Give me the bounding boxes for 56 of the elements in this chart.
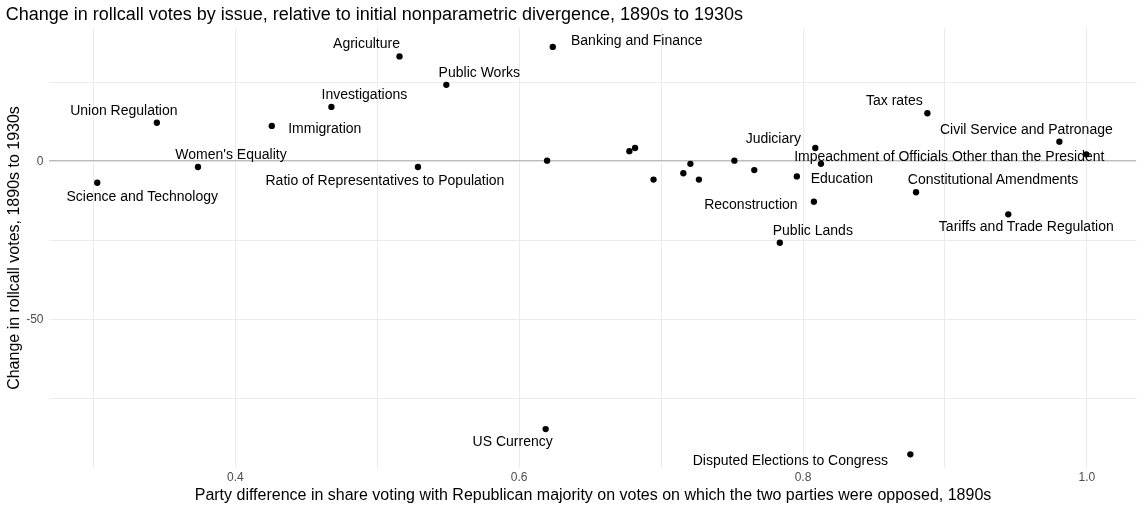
x-axis-title: Party difference in share voting with Republican majority on votes on which the two parties were opposed, 1890s: [194, 485, 992, 503]
point: [912, 189, 920, 196]
chart-title: Change in rollcall votes by issue, relative to initial nonparametric divergence, 1890s to 1930s: [5, 4, 744, 24]
point: [687, 160, 694, 167]
point: [94, 179, 101, 186]
annotation: Union Regulation: [70, 101, 178, 118]
annotation: Impeachment of Officials Other than the President: [794, 148, 1105, 165]
y-tick-label: 0: [36, 154, 44, 169]
annotation: Constitutional Amendments: [907, 171, 1079, 188]
point: [542, 425, 549, 433]
y-axis-title: Change in rollcall votes, 1890s to 1930s: [5, 106, 23, 390]
annotation: Public Works: [438, 63, 521, 80]
point: [543, 157, 551, 164]
annotation: Reconstruction: [704, 195, 798, 212]
annotation: Investigations: [321, 85, 408, 102]
point: [907, 451, 914, 458]
annotation: US Currency: [472, 433, 553, 450]
point: [443, 81, 450, 88]
x-tick-label: 0.8: [794, 469, 812, 484]
annotation: Public Lands: [772, 221, 853, 238]
annotation: Science and Technology: [66, 187, 219, 204]
annotation: Tariffs and Trade Regulation: [938, 218, 1114, 235]
point: [194, 163, 202, 171]
annotation: Education: [810, 170, 873, 187]
annotation: Judiciary: [745, 130, 801, 147]
point: [751, 166, 758, 174]
point: [731, 157, 738, 164]
point: [810, 198, 818, 205]
annotation: Ratio of Representatives to Population: [265, 171, 505, 188]
point: [328, 103, 335, 111]
point: [414, 163, 422, 171]
point: [549, 43, 556, 51]
point: [695, 176, 703, 183]
point: [631, 144, 639, 152]
annotation: Civil Service and Patronage: [939, 120, 1113, 137]
annotation: Banking and Finance: [570, 31, 703, 48]
annotation: Immigration: [288, 119, 362, 136]
point: [1005, 211, 1012, 218]
y-tick-label: -50: [26, 312, 44, 327]
annotation: Tax rates: [865, 92, 923, 109]
point: [1056, 138, 1063, 145]
annotation: Disputed Elections to Congress: [692, 452, 889, 469]
point: [268, 122, 275, 130]
point: [776, 239, 783, 246]
point: [153, 119, 161, 126]
x-tick-label: 0.4: [227, 469, 245, 484]
point: [396, 53, 403, 60]
point: [924, 110, 931, 117]
x-tick-label: 0.6: [510, 469, 528, 484]
point: [680, 170, 687, 177]
point: [626, 148, 633, 155]
point: [650, 176, 657, 183]
annotation: Agriculture: [333, 35, 401, 52]
point: [793, 173, 801, 180]
x-tick-label: 1.0: [1078, 469, 1096, 484]
annotation: Women's Equality: [175, 145, 287, 162]
